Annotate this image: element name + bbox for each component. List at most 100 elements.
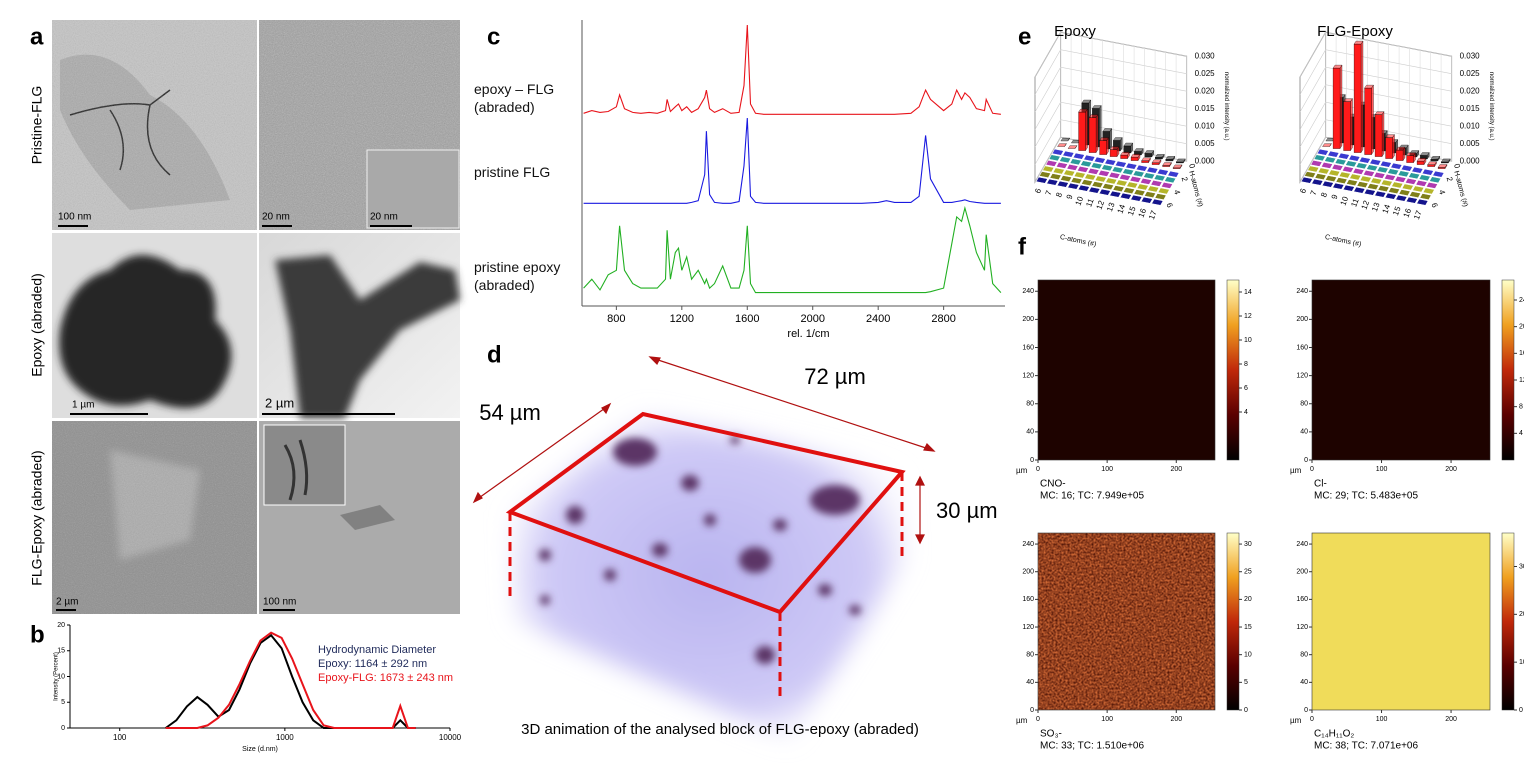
bar-front: [1437, 167, 1446, 169]
x-tick-label: 9: [1330, 193, 1340, 201]
z-tick-label: 0.010: [1195, 121, 1216, 130]
bar: [1416, 157, 1427, 166]
bar: [1165, 155, 1176, 162]
bar-side: [1085, 108, 1088, 152]
y-tick-label: 80: [1300, 401, 1308, 408]
floor-tile: [1129, 176, 1142, 183]
floor-tile: [1157, 187, 1170, 195]
bar-front: [1165, 159, 1173, 162]
floor-tile: [1419, 193, 1432, 200]
floor-tile: [1366, 164, 1379, 172]
bar-front: [1343, 101, 1351, 151]
y-tick-label: 160: [1022, 344, 1034, 351]
tem-inset: [366, 149, 460, 229]
floor-tile: [1062, 150, 1075, 158]
bar-top: [1332, 64, 1343, 69]
y-tick-label: 240: [1022, 541, 1034, 548]
y-tick-label: 40: [1300, 429, 1308, 436]
bar-top: [1385, 134, 1395, 138]
floor-tile: [1373, 172, 1386, 179]
floor-tile: [1421, 168, 1434, 176]
panel-label: d: [487, 341, 502, 368]
panel-label: c: [487, 23, 500, 50]
y-tick-label: 0: [1030, 707, 1034, 714]
bar: [1141, 157, 1151, 164]
bar-top: [1088, 114, 1099, 118]
dimension-label: 54 µm: [479, 400, 541, 425]
inclusion: [818, 584, 832, 596]
y-tick-label: 200: [1296, 569, 1308, 576]
bar-front: [1364, 87, 1372, 155]
y-tick-label: 0: [1030, 457, 1034, 464]
y-tick-label: 120: [1022, 624, 1034, 631]
bar-top: [1113, 137, 1123, 141]
colorbar-tick-label: 10: [1244, 337, 1252, 344]
bar-top: [1172, 164, 1183, 169]
tem-images: [52, 20, 460, 614]
floor-tile: [1313, 154, 1326, 162]
floor-tile: [1091, 181, 1104, 188]
x-tick-label: 11: [1084, 197, 1095, 208]
floor-tile: [1167, 170, 1180, 178]
x-tick-label: 2800: [931, 313, 955, 325]
floor-tile: [1081, 179, 1094, 186]
floor-tile: [1379, 160, 1392, 168]
arrow-head: [472, 491, 483, 504]
floor-tile: [1359, 175, 1372, 183]
floor-tile: [1052, 167, 1065, 175]
bar: [1057, 143, 1067, 147]
legend-entry: Epoxy-FLG: 1673 ± 243 nm: [318, 672, 453, 684]
y-tick-label: 4: [1172, 189, 1182, 196]
floor-tile: [1307, 165, 1320, 173]
x-axis-label: rel. 1/cm: [787, 328, 829, 340]
x-tick-label: 14: [1381, 203, 1393, 215]
inclusion: [566, 506, 584, 524]
floor-tile: [1425, 182, 1438, 189]
y-tick-label: 160: [1296, 344, 1308, 351]
z-tick-label: 0.005: [1195, 139, 1216, 148]
x-axis-label: µm: [1016, 716, 1028, 725]
floor-tile: [1055, 162, 1068, 169]
y-tick-label: 240: [1022, 288, 1034, 295]
floor-tile: [1374, 190, 1387, 198]
y-tick-label: 4: [1437, 189, 1447, 196]
colorbar: [1226, 279, 1240, 461]
colorbar-tick-label: 30: [1519, 563, 1524, 570]
bar-top: [1437, 164, 1448, 168]
z-tick-label: 0.020: [1195, 86, 1216, 95]
colorbar-tick-label: 12: [1519, 377, 1524, 384]
floor-tile: [1140, 196, 1153, 204]
bar: [1322, 143, 1332, 147]
floor-tile: [1109, 190, 1122, 198]
floor-tile: [1135, 164, 1148, 172]
colorbar-tick-label: 0: [1244, 707, 1248, 714]
bar-top: [1081, 99, 1092, 104]
bar-top: [1427, 161, 1437, 165]
colorbar-tick-label: 12: [1244, 313, 1252, 320]
y-tick-label: 0: [1304, 707, 1308, 714]
bar-front: [1416, 160, 1425, 165]
x-tick-label: 8: [1054, 191, 1064, 199]
x-tick-label: 2400: [866, 313, 890, 325]
bar-top: [1176, 158, 1186, 163]
floor-tile: [1156, 168, 1169, 176]
arrow: [651, 357, 933, 451]
z-tick-label: 0.005: [1460, 139, 1481, 148]
y-tick-label: 5: [61, 699, 65, 706]
floor-tile: [1087, 168, 1100, 175]
colorbar-tick-label: 20: [1244, 596, 1252, 603]
floor-tile: [1314, 173, 1327, 180]
dimension-arrows: [472, 356, 936, 545]
x-tick-label: 200: [1445, 466, 1457, 473]
y-tick-label: 20: [57, 622, 65, 629]
colorbar-tick-label: 10: [1244, 652, 1252, 659]
floor-tile: [1327, 150, 1340, 158]
bar-top: [1078, 108, 1088, 113]
inclusion: [810, 485, 860, 515]
floor-tile: [1341, 166, 1354, 173]
y-tick-label: 10: [57, 673, 65, 680]
x-tick-label: 12: [1095, 199, 1107, 211]
x-axis-label: Size (d.nm): [242, 746, 278, 753]
bar: [1176, 158, 1186, 164]
